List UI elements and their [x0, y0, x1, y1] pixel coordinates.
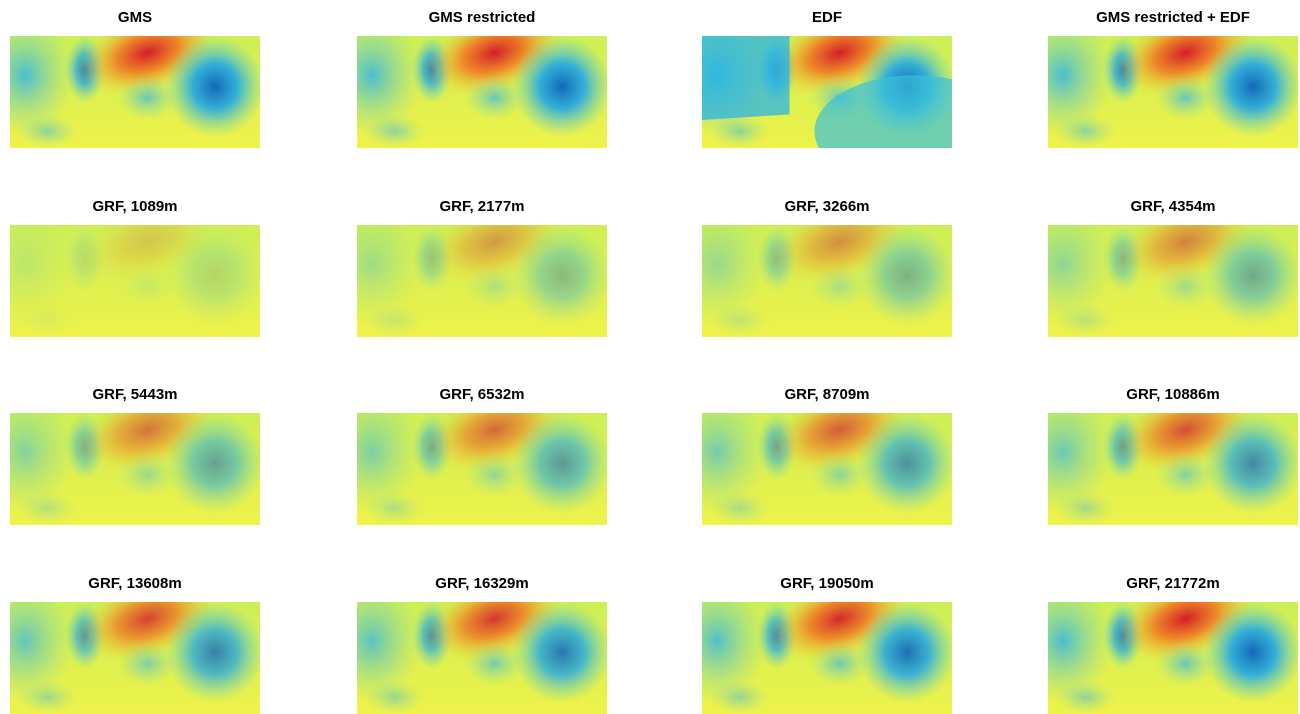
panel: GRF, 5443m: [0, 371, 265, 525]
map-blob: [1156, 264, 1216, 309]
map-blob: [18, 114, 78, 148]
panel: GRF, 8709m: [667, 371, 957, 525]
panel: GMS: [0, 0, 265, 148]
map-blob: [165, 225, 265, 326]
panel-title: GRF, 2177m: [439, 198, 524, 215]
map-blob: [365, 303, 425, 337]
panel: GRF, 4354m: [1013, 183, 1300, 337]
map-blob: [512, 413, 612, 514]
panel: GRF, 3266m: [667, 183, 957, 337]
map-blob: [465, 641, 525, 686]
map-blob: [365, 114, 425, 148]
panel-title: GMS: [118, 9, 152, 26]
map-blob: [815, 75, 1015, 187]
map-blob: [810, 641, 870, 686]
panel-title: GRF, 21772m: [1126, 575, 1219, 592]
map-blob: [465, 452, 525, 497]
panel-title: GMS restricted: [429, 9, 536, 26]
map-blob: [165, 36, 265, 137]
panel: GRF, 2177m: [322, 183, 612, 337]
panel: GRF, 6532m: [322, 371, 612, 525]
map-blob: [1156, 75, 1216, 120]
panel: GRF, 10886m: [1013, 371, 1300, 525]
map-blob: [810, 452, 870, 497]
map-blob: [1056, 491, 1116, 525]
map-blob: [857, 602, 957, 703]
panel-title: GRF, 8709m: [784, 386, 869, 403]
map-blob: [1056, 680, 1116, 714]
map-blob: [118, 641, 178, 686]
map-blob: [1203, 36, 1300, 137]
map-blob: [18, 491, 78, 525]
panel: GRF, 21772m: [1013, 560, 1300, 714]
panel-title: GRF, 13608m: [88, 575, 181, 592]
map-blob: [710, 680, 770, 714]
map-blob: [165, 602, 265, 703]
map-blob: [710, 303, 770, 337]
panel-title: GRF, 4354m: [1130, 198, 1215, 215]
map-blob: [165, 413, 265, 514]
map-blob: [1203, 225, 1300, 326]
map-blob: [365, 491, 425, 525]
panel-title: GRF, 6532m: [439, 386, 524, 403]
panel: GRF, 1089m: [0, 183, 265, 337]
map-blob: [1203, 602, 1300, 703]
panel-title: GRF, 5443m: [92, 386, 177, 403]
map-blob: [512, 36, 612, 137]
map-blob: [118, 75, 178, 120]
map-blob: [118, 264, 178, 309]
panel-title: GRF, 19050m: [780, 575, 873, 592]
panel: GMS restricted: [322, 0, 612, 148]
panel: EDF: [667, 0, 1015, 187]
map-blob: [1156, 452, 1216, 497]
map-blob: [465, 75, 525, 120]
panel-title: GRF, 10886m: [1126, 386, 1219, 403]
map-blob: [710, 491, 770, 525]
map-blob: [857, 225, 957, 326]
map-blob: [512, 602, 612, 703]
panel: GRF, 16329m: [322, 560, 612, 714]
map-blob: [810, 264, 870, 309]
panel: GMS restricted + EDF: [1013, 0, 1300, 148]
map-blob: [18, 680, 78, 714]
map-blob: [465, 264, 525, 309]
map-blob: [857, 413, 957, 514]
panel-title: GRF, 16329m: [435, 575, 528, 592]
panel: GRF, 13608m: [0, 560, 265, 714]
panel-title: GRF, 1089m: [92, 198, 177, 215]
map-blob: [1056, 303, 1116, 337]
map-blob: [118, 452, 178, 497]
panel: GRF, 19050m: [667, 560, 957, 714]
map-blob: [710, 114, 770, 148]
panel-title: EDF: [812, 9, 842, 26]
map-blob: [1156, 641, 1216, 686]
figure: GMS GMS restricted EDF GMS restricted + EDF…: [0, 0, 1300, 714]
panel-title: GRF, 3266m: [784, 198, 869, 215]
map-image: [667, 0, 1015, 187]
map-blob: [1056, 114, 1116, 148]
panel-title: GMS restricted + EDF: [1096, 9, 1250, 26]
map-blob: [1203, 413, 1300, 514]
map-blob: [365, 680, 425, 714]
map-blob: [702, 36, 790, 120]
map-blob: [18, 303, 78, 337]
map-blob: [512, 225, 612, 326]
